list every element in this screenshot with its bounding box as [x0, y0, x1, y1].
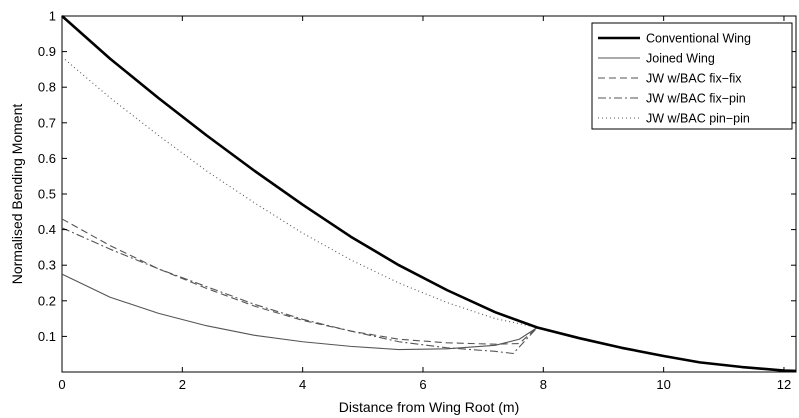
legend-label-joined-wing: Joined Wing [646, 52, 715, 66]
legend-label-jw-w-bac-pin-pin: JW w/BAC pin−pin [646, 112, 750, 126]
y-axis-title: Normalised Bending Moment [9, 104, 25, 285]
legend: Conventional Wing Joined Wing JW w/BAC fix… [591, 22, 793, 130]
tick-layer: 0 2 4 6 8 10 12 0.1 0.2 0.3 0.4 0.5 0.6 0.7 0.8 0.9 1 [38, 9, 796, 392]
y-tick-label: 0.7 [38, 115, 56, 130]
y-tick-label: 1 [49, 9, 56, 24]
legend-label-jw-w-bac-fix-fix: JW w/BAC fix−fix [646, 72, 742, 86]
series-line-conventional-wing [61, 15, 797, 373]
x-axis-title: Distance from Wing Root (m) [339, 399, 519, 415]
y-tick-label: 0.2 [38, 293, 56, 308]
y-tick-label: 0.1 [38, 329, 56, 344]
x-tick-label: 8 [540, 377, 547, 392]
x-tick-label: 2 [179, 377, 186, 392]
y-tick-label: 0.5 [38, 187, 56, 202]
x-tick-label: 12 [777, 377, 791, 392]
legend-label-conventional-wing: Conventional Wing [646, 32, 751, 46]
x-tick-label: 6 [419, 377, 426, 392]
x-tick-label: 4 [299, 377, 306, 392]
legend-box [591, 22, 793, 130]
y-tick-label: 0.3 [38, 258, 56, 273]
y-tick-label: 0.4 [38, 222, 56, 237]
y-tick-label: 0.8 [38, 80, 56, 95]
series-line-jw-w-bac-fix-fix [61, 218, 797, 372]
legend-items: Conventional Wing Joined Wing JW w/BAC fix… [598, 32, 751, 126]
series-line-jw-w-bac-pin-pin [61, 56, 797, 372]
y-tick-label: 0.6 [38, 151, 56, 166]
x-tick-label: 10 [656, 377, 670, 392]
y-tick-label: 0.9 [38, 44, 56, 59]
series-layer [61, 15, 797, 373]
legend-label-jw-w-bac-fix-pin: JW w/BAC fix−pin [646, 92, 746, 106]
x-tick-label: 0 [58, 377, 65, 392]
